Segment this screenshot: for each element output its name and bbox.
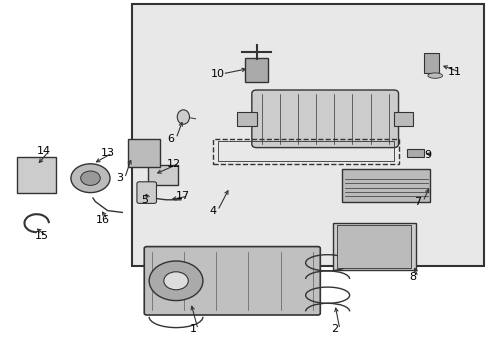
Circle shape [71, 164, 110, 193]
FancyBboxPatch shape [407, 149, 423, 157]
Text: 4: 4 [209, 206, 216, 216]
FancyBboxPatch shape [337, 225, 410, 268]
FancyBboxPatch shape [332, 223, 415, 270]
Ellipse shape [177, 110, 189, 124]
FancyBboxPatch shape [137, 182, 156, 203]
FancyBboxPatch shape [144, 247, 320, 315]
FancyBboxPatch shape [132, 4, 483, 266]
Text: 11: 11 [447, 67, 461, 77]
Text: 17: 17 [176, 191, 190, 201]
FancyBboxPatch shape [251, 90, 398, 148]
Text: 13: 13 [101, 148, 114, 158]
FancyBboxPatch shape [128, 139, 160, 167]
Text: 12: 12 [166, 159, 180, 169]
Text: 9: 9 [424, 150, 430, 160]
FancyBboxPatch shape [17, 157, 56, 193]
Text: 2: 2 [331, 324, 338, 334]
Circle shape [81, 171, 100, 185]
Text: 10: 10 [210, 69, 224, 79]
Text: 5: 5 [141, 195, 147, 205]
FancyBboxPatch shape [424, 53, 438, 73]
Text: 14: 14 [37, 146, 51, 156]
FancyBboxPatch shape [147, 165, 177, 185]
FancyBboxPatch shape [342, 169, 429, 202]
Text: 15: 15 [35, 231, 48, 241]
Bar [393, 112, 412, 126]
Ellipse shape [427, 73, 442, 78]
FancyBboxPatch shape [245, 58, 267, 82]
Text: 7: 7 [414, 197, 421, 207]
Text: 3: 3 [116, 173, 123, 183]
Text: 16: 16 [96, 215, 109, 225]
Text: 6: 6 [167, 134, 174, 144]
Circle shape [149, 261, 203, 301]
Bar [237, 112, 256, 126]
Text: 1: 1 [189, 324, 196, 334]
Circle shape [163, 272, 188, 290]
Text: 8: 8 [409, 272, 416, 282]
